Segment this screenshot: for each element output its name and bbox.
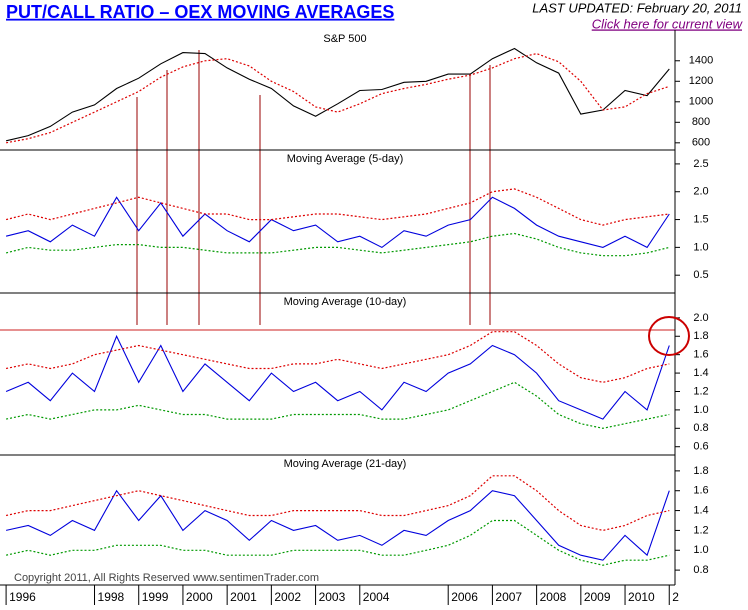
x-tick-label: 1998 [98,590,125,604]
series-line [5,232,670,257]
series-line [5,196,670,249]
y-tick-label: 1.6 [693,349,708,361]
y-tick-label: 0.8 [693,564,708,576]
series-line [5,475,670,532]
y-tick-label: 1.0 [693,404,708,416]
y-tick-label: 2.0 [693,186,708,198]
panel-title: S&P 500 [323,33,366,45]
panel-title: Moving Average (21-day) [284,458,407,470]
y-tick-label: 600 [692,137,710,149]
y-tick-label: 0.8 [693,422,708,434]
panel-title: Moving Average (5-day) [287,153,404,165]
y-tick-label: 1.5 [693,213,708,225]
series-line [5,519,670,566]
plots: S&P 500 600 800 1000 1200 1400 Moving Average … [0,30,713,605]
x-tick-label: 2000 [186,590,213,604]
last-updated: LAST UPDATED: February 20, 2011 [532,0,742,15]
x-tick-label: 1996 [9,590,36,604]
series-line [5,334,670,420]
y-tick-label: 1.4 [693,367,708,379]
y-tick-label: 1200 [689,75,713,87]
y-tick-label: 1.0 [693,241,708,253]
x-tick-label: 2001 [230,590,257,604]
x-tick-label: 2010 [628,590,655,604]
y-tick-label: 1.4 [693,504,708,516]
y-tick-label: 1.8 [693,465,708,477]
x-tick-label: 2006 [451,590,478,604]
panel-title: Moving Average (10-day) [284,296,407,308]
y-tick-label: 0.5 [693,269,708,281]
x-tick-label: 2004 [363,590,390,604]
y-tick-label: 1.2 [693,385,708,397]
x-tick-label: 2009 [584,590,611,604]
y-tick-label: 2.5 [693,158,708,170]
x-tick-label: 2002 [274,590,301,604]
series-line [5,489,670,561]
x-tick-label: 1999 [142,590,169,604]
x-tick-label: 2003 [319,590,346,604]
annotation-lines [0,50,675,331]
y-tick-label: 0.6 [693,441,708,453]
series-line [5,188,670,226]
y-tick-label: 1.6 [693,485,708,497]
y-tick-label: 1.2 [693,524,708,536]
x-tick-label: 2 [672,590,679,604]
series-line [5,381,670,429]
x-tick-label: 2008 [540,590,567,604]
y-tick-label: 1000 [689,96,713,108]
y-tick-label: 1.8 [693,330,708,342]
current-view-link[interactable]: Click here for current view [592,16,744,31]
y-tick-label: 2.0 [693,312,708,324]
annotation-circle [648,316,690,356]
x-tick-label: 2007 [495,590,522,604]
y-tick-label: 800 [692,116,710,128]
copyright: Copyright 2011, All Rights Reserved www.… [14,572,319,584]
page-title: PUT/CALL RATIO – OEX MOVING AVERAGES [6,2,394,22]
y-tick-label: 1400 [689,55,713,67]
series-line [5,47,670,142]
y-tick-label: 1.0 [693,544,708,556]
